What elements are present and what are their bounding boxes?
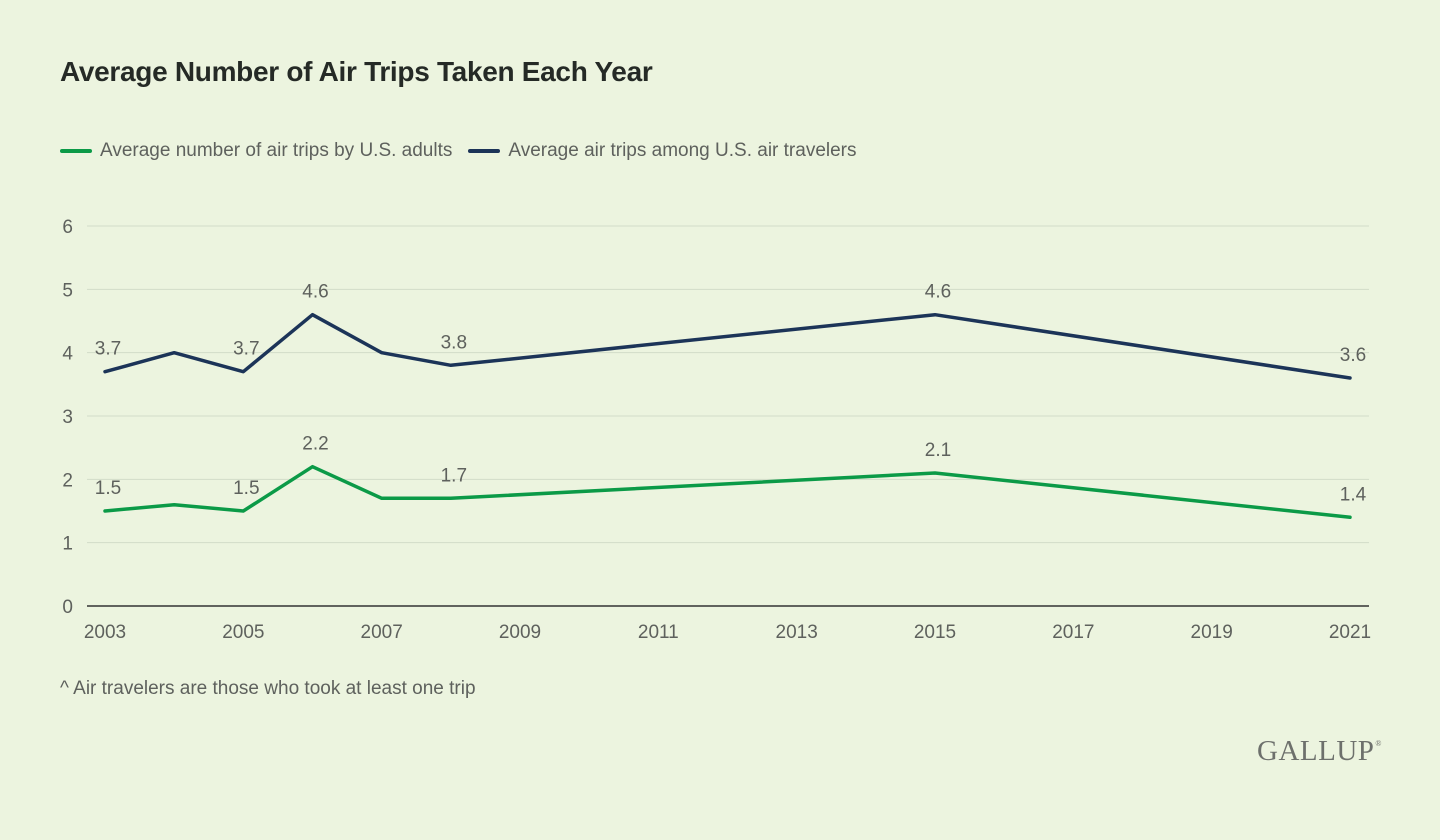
data-label: 3.7 <box>95 339 121 360</box>
data-label: 1.5 <box>233 478 259 499</box>
data-label: 3.6 <box>1340 345 1366 366</box>
y-tick-label: 1 <box>62 534 73 555</box>
logo-text: GALLUP <box>1257 735 1375 767</box>
y-tick-label: 3 <box>62 407 73 428</box>
data-point <box>103 370 107 374</box>
data-point <box>1348 376 1352 380</box>
x-tick-label: 2021 <box>1329 622 1371 643</box>
legend-item-travelers: Average air trips among U.S. air travele… <box>468 140 857 162</box>
series-line-travelers <box>103 312 1352 380</box>
data-point <box>172 351 176 355</box>
gallup-logo: GALLUP® <box>1257 735 1382 768</box>
legend-item-adults: Average number of air trips by U.S. adul… <box>60 140 452 162</box>
legend-swatch-travelers <box>468 149 501 153</box>
x-tick-label: 2013 <box>776 622 818 643</box>
legend-label-adults: Average number of air trips by U.S. adul… <box>100 140 453 161</box>
data-label: 4.6 <box>925 282 951 303</box>
y-tick-label: 2 <box>62 470 73 491</box>
data-point <box>380 351 384 355</box>
data-point <box>172 503 176 507</box>
data-point <box>241 370 245 374</box>
x-tick-label: 2007 <box>361 622 403 643</box>
x-tick-label: 2017 <box>1052 622 1094 643</box>
data-point <box>933 313 937 317</box>
y-tick-label: 0 <box>62 597 73 618</box>
legend-swatch-adults <box>60 149 92 153</box>
chart-legend: Average number of air trips by U.S. adul… <box>60 140 873 162</box>
data-point <box>380 496 384 500</box>
x-tick-label: 2003 <box>84 622 126 643</box>
chart-title: Average Number of Air Trips Taken Each Y… <box>60 56 653 87</box>
data-point <box>103 509 107 513</box>
data-point <box>1348 515 1352 519</box>
data-label: 3.7 <box>233 339 259 360</box>
data-point <box>311 313 315 317</box>
registered-mark-icon: ® <box>1375 739 1382 748</box>
data-point <box>311 465 315 469</box>
legend-label-travelers: Average air trips among U.S. air travele… <box>508 140 857 161</box>
data-point <box>933 471 937 475</box>
y-tick-label: 6 <box>62 217 73 238</box>
x-tick-label: 2005 <box>222 622 264 643</box>
series-line-adults <box>103 464 1352 520</box>
data-point <box>449 496 453 500</box>
data-point <box>241 509 245 513</box>
y-tick-label: 5 <box>62 280 73 301</box>
footnote: ^ Air travelers are those who took at le… <box>60 678 476 699</box>
data-label: 2.2 <box>302 434 328 455</box>
data-label: 1.7 <box>441 465 467 486</box>
x-tick-label: 2019 <box>1191 622 1233 643</box>
data-label: 2.1 <box>925 440 951 461</box>
x-tick-label: 2009 <box>499 622 541 643</box>
data-label: 1.4 <box>1340 484 1367 505</box>
data-label: 4.6 <box>302 282 328 303</box>
x-tick-label: 2011 <box>638 622 679 643</box>
data-point <box>449 363 453 367</box>
x-tick-label: 2015 <box>914 622 956 643</box>
y-tick-label: 4 <box>62 344 73 365</box>
data-label: 3.8 <box>441 332 467 353</box>
data-label: 1.5 <box>95 478 121 499</box>
